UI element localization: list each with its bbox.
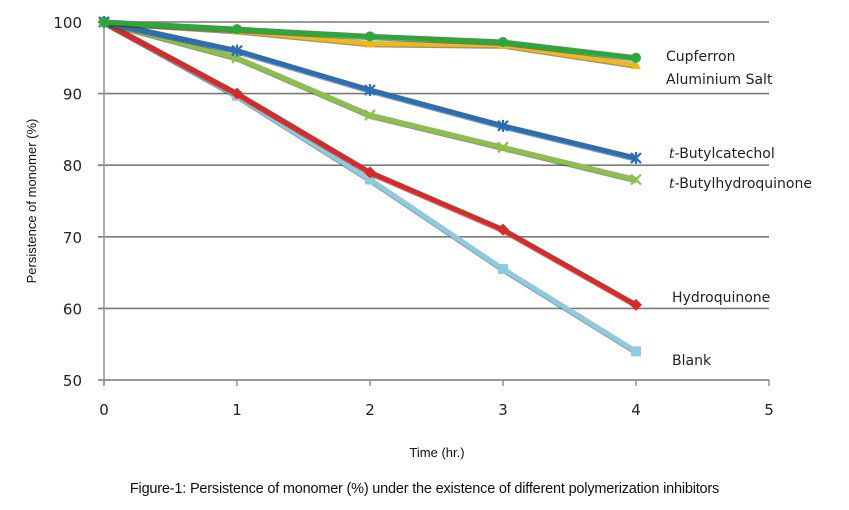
data-point-marker xyxy=(231,87,243,100)
data-point-marker xyxy=(498,264,508,275)
x-tick-label: 2 xyxy=(365,401,375,419)
series-cupferron xyxy=(99,17,641,63)
y-tick-label: 70 xyxy=(63,229,82,247)
data-point-marker xyxy=(631,346,641,357)
y-axis-title: Persistence of monomer (%) xyxy=(24,119,39,284)
x-tick-label: 3 xyxy=(498,401,508,419)
legend-label-text: -Butylcatechol xyxy=(675,146,775,162)
x-tick-label: 4 xyxy=(631,401,641,419)
data-point-marker xyxy=(630,173,642,186)
legend-label-text: Aluminium Salt xyxy=(666,72,773,88)
series-blank xyxy=(99,17,641,357)
axes xyxy=(98,22,770,386)
data-point-marker xyxy=(231,44,243,57)
legend-label-text: Hydroquinone xyxy=(672,290,770,306)
data-point-marker xyxy=(364,109,376,121)
y-tick-label: 90 xyxy=(63,86,82,104)
data-point-marker xyxy=(364,166,376,179)
legend-label-aluminium-salt: Aluminium Salt xyxy=(666,72,773,88)
data-point-marker xyxy=(99,17,109,27)
gridlines xyxy=(98,21,769,310)
legend-label-cupferron: Cupferron xyxy=(666,49,735,65)
legend-label-text: Cupferron xyxy=(666,49,735,65)
y-tick-label: 60 xyxy=(63,300,82,318)
data-point-marker xyxy=(631,59,641,69)
x-tick-label: 5 xyxy=(764,401,774,419)
data-point-marker xyxy=(497,141,509,154)
line-chart: 0 1 2 3 4 5 50 60 70 80 90 100 Cupferron Aluminium S… xyxy=(24,14,812,460)
legend-label-italic-prefix: t xyxy=(669,176,675,192)
x-tick-label: 1 xyxy=(232,401,242,419)
data-point-marker xyxy=(232,24,242,35)
data-point-marker xyxy=(365,31,375,42)
x-axis-title: Time (hr.) xyxy=(409,445,464,460)
y-tick-label: 100 xyxy=(53,14,82,32)
y-tick-label: 50 xyxy=(63,372,82,390)
legend-label-hydroquinone: Hydroquinone xyxy=(672,290,770,306)
data-point-marker xyxy=(631,52,641,63)
series-group xyxy=(98,16,642,357)
data-point-marker xyxy=(497,223,509,236)
legend-label-italic-prefix: t xyxy=(669,146,675,162)
data-point-marker xyxy=(365,38,375,48)
legend-label-text: Blank xyxy=(672,353,712,369)
series-line xyxy=(102,19,638,354)
legend-label-blank: Blank xyxy=(672,353,712,369)
data-point-marker xyxy=(630,152,642,165)
data-point-marker xyxy=(497,119,509,132)
legend-label-text: -Butylhydroquinone xyxy=(675,176,812,192)
y-tick-label: 80 xyxy=(63,157,82,175)
legend-label-t-butylhydroquinone: t-Butylhydroquinone xyxy=(669,176,812,192)
tick-labels: 0 1 2 3 4 5 50 60 70 80 90 100 xyxy=(53,14,773,419)
data-point-marker xyxy=(364,84,376,97)
data-point-marker xyxy=(630,298,642,311)
figure-caption: Figure-1: Persistence of monomer (%) und… xyxy=(129,481,720,497)
data-point-marker xyxy=(365,174,375,185)
series-t-butylcatechol xyxy=(98,16,642,165)
data-point-marker xyxy=(498,37,508,48)
legend-label-t-butylcatechol: t-Butylcatechol xyxy=(669,146,775,162)
x-tick-label: 0 xyxy=(99,401,109,419)
